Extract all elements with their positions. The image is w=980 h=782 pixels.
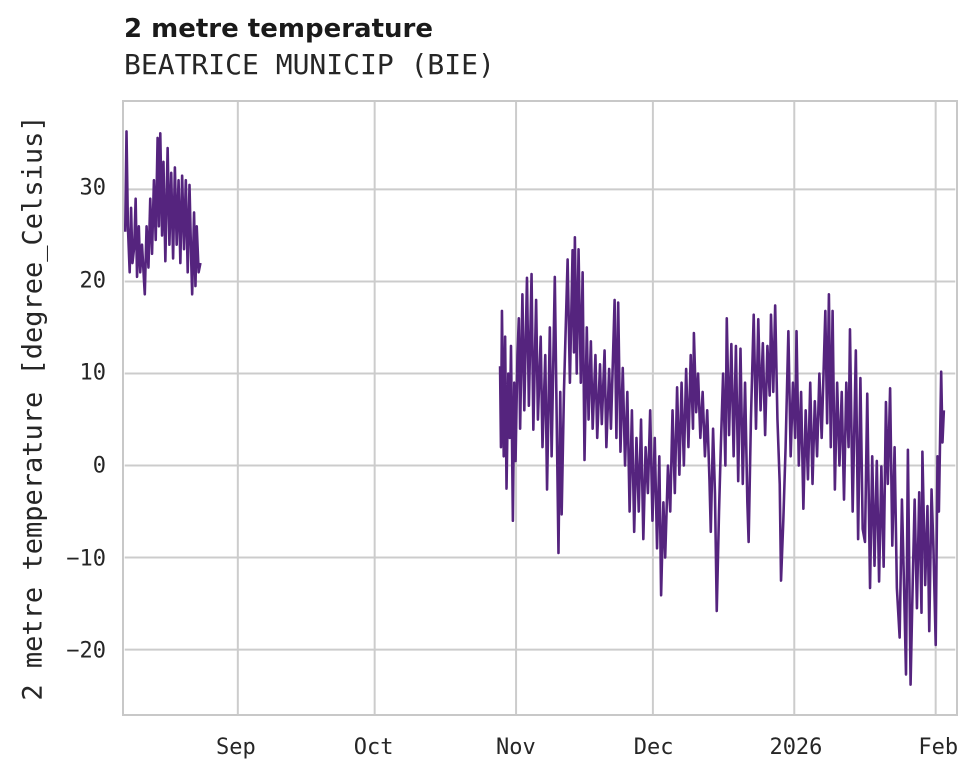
chart-subtitle: BEATRICE MUNICIP (BIE) (124, 48, 495, 81)
temperature-series-line (124, 130, 202, 296)
y-tick-label: 30 (79, 175, 107, 201)
y-tick-label: 20 (79, 268, 107, 294)
x-tick-label: Nov (496, 735, 536, 760)
x-tick-label: Dec (633, 735, 674, 760)
x-tick-label: Feb (918, 735, 959, 760)
x-tick-label: 2026 (769, 735, 823, 760)
y-tick-label: −10 (66, 546, 106, 572)
plot-area (124, 102, 956, 714)
plot-box (122, 100, 958, 716)
x-tick-label: Sep (215, 735, 256, 760)
temperature-series-line (498, 236, 946, 686)
y-tick-label: 10 (79, 360, 107, 386)
x-tick-label: Oct (353, 735, 394, 760)
y-tick-label: −20 (66, 638, 106, 664)
chart-title: 2 metre temperature (124, 14, 433, 44)
y-tick-label: 0 (92, 453, 106, 479)
y-axis-label: 2 metre temperature [degree_Celsius] (17, 115, 49, 701)
